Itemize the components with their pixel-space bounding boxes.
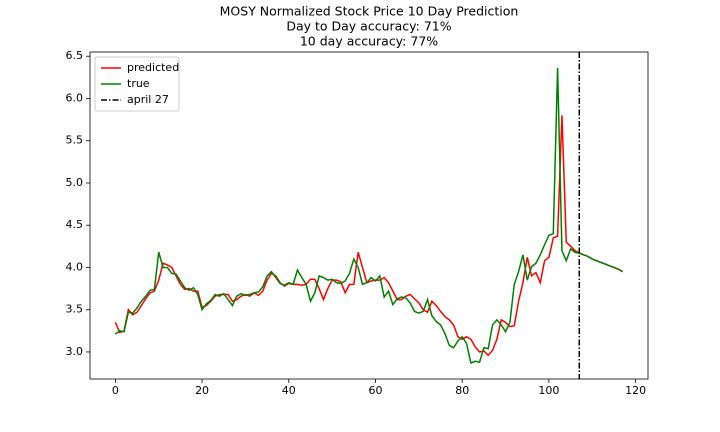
y-tick-label: 5.5 bbox=[66, 134, 84, 147]
y-tick-label: 3.0 bbox=[66, 345, 84, 358]
x-tick-label: 120 bbox=[625, 384, 646, 397]
chart-title: 10 day accuracy: 77% bbox=[300, 34, 438, 49]
legend-label: true bbox=[127, 77, 150, 90]
y-tick-label: 4.0 bbox=[66, 260, 84, 273]
legend-label: predicted bbox=[127, 61, 179, 74]
x-tick-label: 60 bbox=[369, 384, 383, 397]
data-line bbox=[114, 115, 624, 357]
x-tick-label: 0 bbox=[112, 384, 119, 397]
data-line bbox=[114, 68, 624, 364]
x-tick-label: 40 bbox=[282, 384, 296, 397]
chart-title: Day to Day accuracy: 71% bbox=[286, 19, 451, 34]
chart-title: MOSY Normalized Stock Price 10 Day Predi… bbox=[220, 4, 519, 19]
legend-box bbox=[94, 56, 180, 112]
y-tick-label: 5.0 bbox=[66, 176, 84, 189]
x-tick-label: 100 bbox=[538, 384, 559, 397]
x-tick-label: 80 bbox=[455, 384, 469, 397]
y-tick-label: 6.0 bbox=[66, 91, 84, 104]
y-tick-label: 6.5 bbox=[66, 49, 84, 62]
x-tick-label: 20 bbox=[195, 384, 209, 397]
y-tick-label: 3.5 bbox=[66, 303, 84, 316]
y-tick-label: 4.5 bbox=[66, 218, 84, 231]
plot-frame bbox=[89, 51, 649, 380]
legend-label: april 27 bbox=[127, 93, 169, 106]
